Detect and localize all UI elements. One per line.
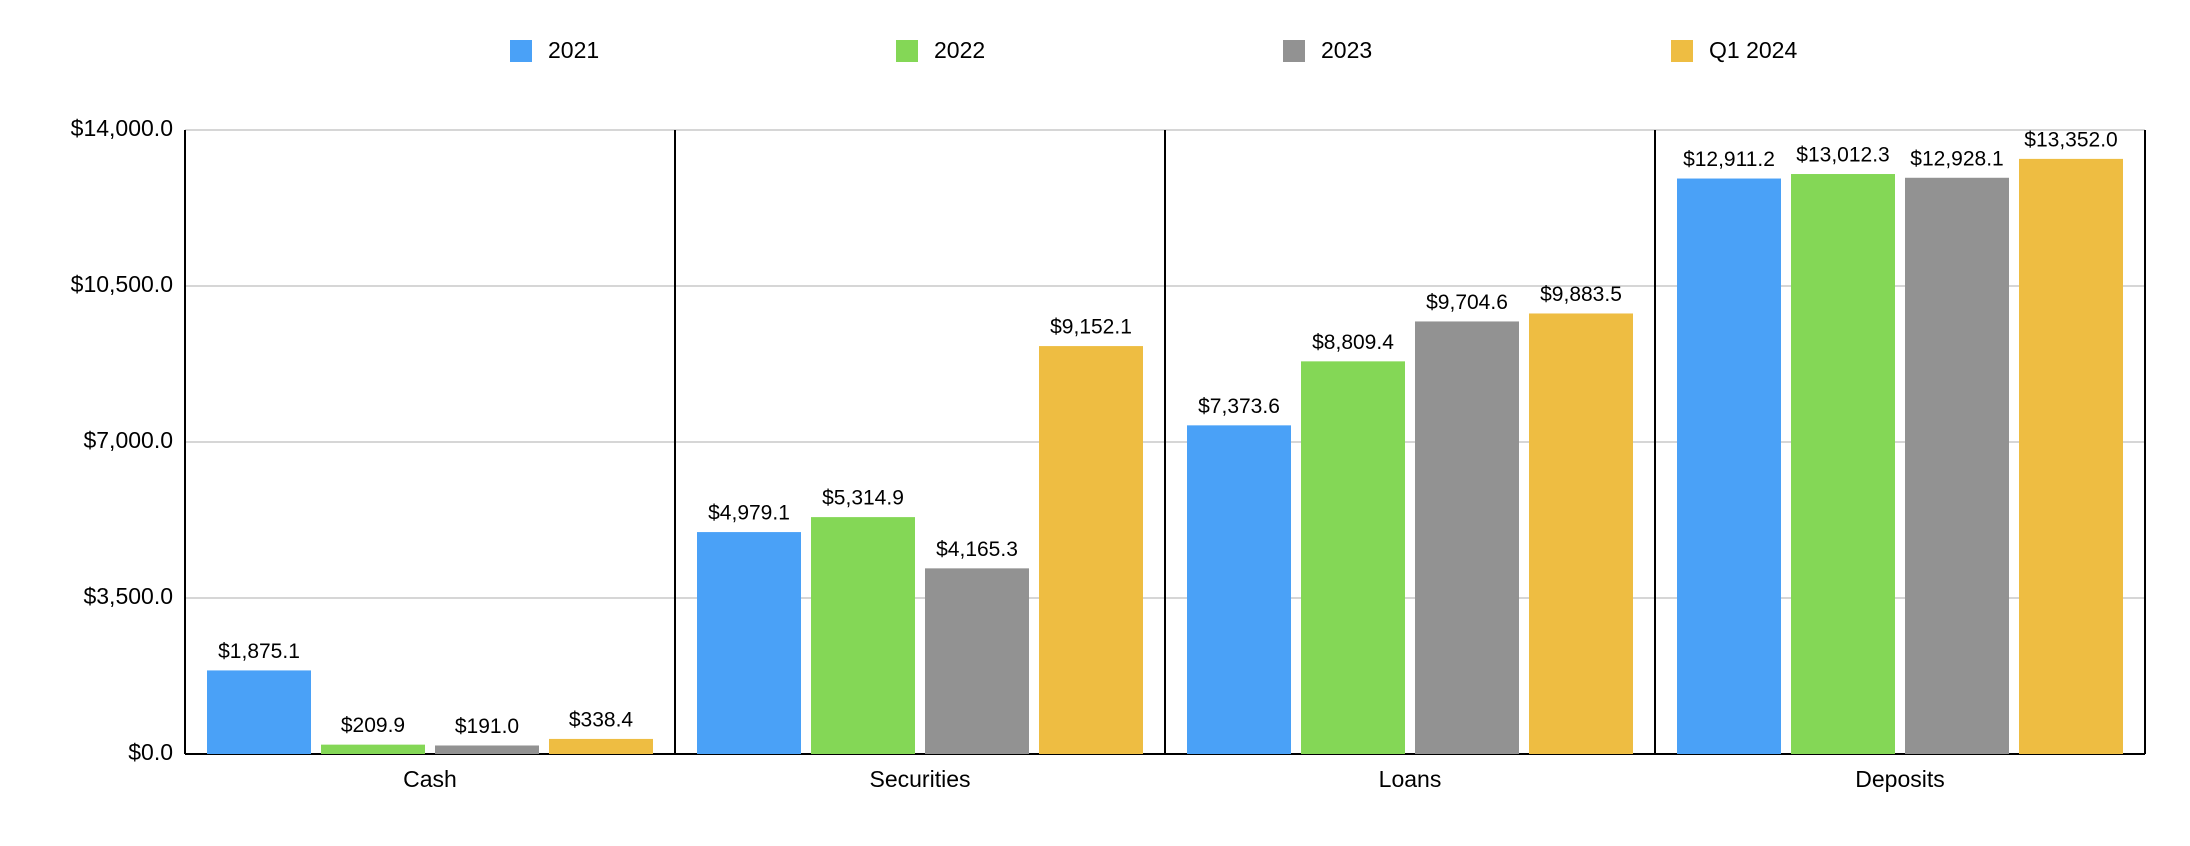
bar: [1415, 321, 1519, 754]
x-tick-label: Securities: [870, 766, 971, 792]
value-label: $4,165.3: [936, 538, 1018, 561]
value-label: $9,883.5: [1540, 283, 1622, 306]
bar: [1677, 178, 1781, 755]
value-label: $9,152.1: [1050, 316, 1132, 339]
legend-swatch: [1283, 40, 1305, 62]
bar: [2019, 158, 2123, 755]
value-label: $5,314.9: [822, 487, 904, 510]
bar: [1529, 313, 1633, 754]
legend-swatch: [510, 40, 532, 62]
bar: [435, 745, 539, 754]
legend-swatch: [1671, 40, 1693, 62]
bar: [1039, 346, 1143, 754]
y-tick-label: $7,000.0: [83, 427, 173, 453]
value-label: $191.0: [455, 715, 519, 738]
bar: [811, 517, 915, 754]
value-label: $209.9: [341, 714, 405, 737]
bar: [1187, 425, 1291, 754]
y-tick-label: $0.0: [128, 739, 173, 765]
legend-label: 2022: [934, 37, 985, 63]
bar: [1791, 174, 1895, 754]
value-label: $4,979.1: [708, 502, 790, 525]
bar: [1301, 361, 1405, 754]
value-label: $7,373.6: [1198, 395, 1280, 418]
y-tick-label: $3,500.0: [83, 583, 173, 609]
bar: [321, 744, 425, 754]
legend-label: 2021: [548, 37, 599, 63]
legend-label: Q1 2024: [1709, 37, 1797, 63]
value-label: $1,875.1: [218, 640, 300, 663]
value-label: $13,012.3: [1796, 144, 1889, 167]
value-label: $338.4: [569, 708, 634, 731]
value-label: $13,352.0: [2024, 128, 2117, 151]
value-label: $12,911.2: [1683, 148, 1775, 171]
legend-label: 2023: [1321, 37, 1372, 63]
bar: [549, 738, 653, 754]
value-label: $8,809.4: [1312, 331, 1394, 354]
bar: [1905, 177, 2009, 754]
y-tick-label: $10,500.0: [71, 271, 173, 297]
value-label: $9,704.6: [1426, 291, 1508, 314]
y-tick-label: $14,000.0: [71, 115, 173, 141]
bar: [925, 568, 1029, 754]
legend-swatch: [896, 40, 918, 62]
x-tick-label: Deposits: [1855, 766, 1944, 792]
bar: [207, 670, 311, 754]
bar: [697, 532, 801, 754]
x-tick-label: Loans: [1379, 766, 1442, 792]
x-tick-label: Cash: [403, 766, 457, 792]
value-label: $12,928.1: [1910, 147, 2003, 170]
